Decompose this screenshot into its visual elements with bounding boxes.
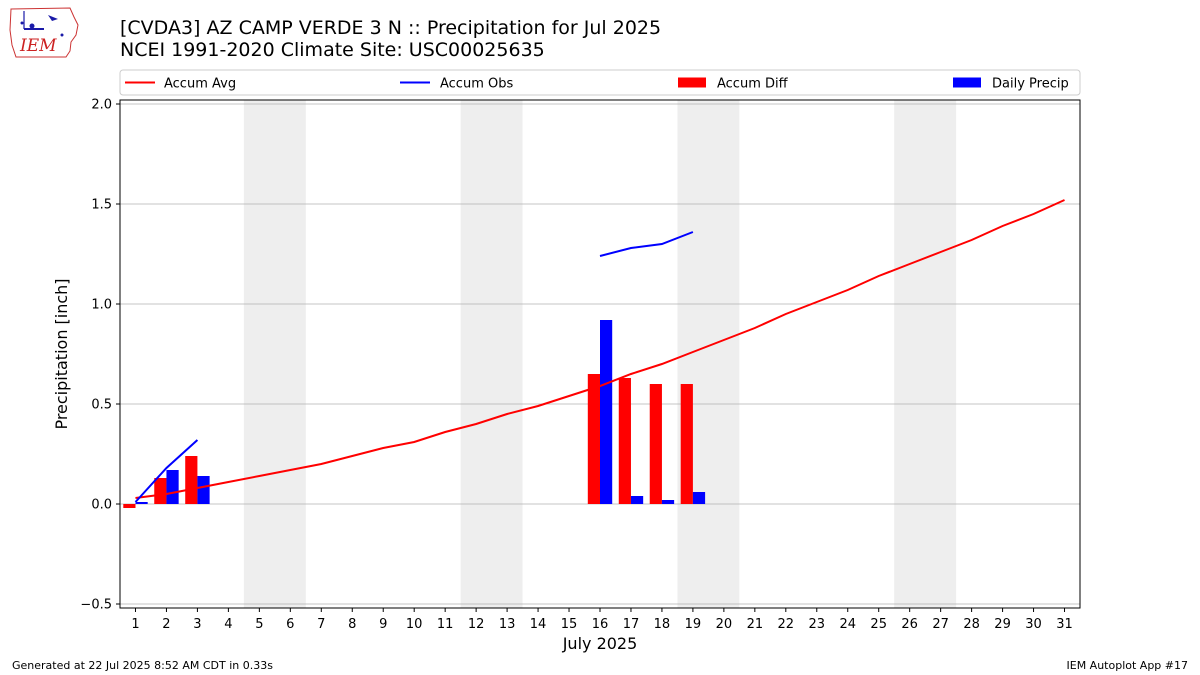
x-axis-label: July 2025 xyxy=(562,634,638,653)
x-tick-label: 25 xyxy=(870,617,887,632)
x-tick-label: 1 xyxy=(131,617,139,632)
y-tick-label: 1.0 xyxy=(91,298,112,313)
weekend-band xyxy=(894,100,957,608)
x-tick-label: 15 xyxy=(561,617,578,632)
legend-label: Accum Avg xyxy=(164,77,236,92)
daily-precip-bar xyxy=(135,502,148,504)
y-tick-label: 1.5 xyxy=(91,198,112,213)
logo-text: IEM xyxy=(19,36,57,56)
y-tick-label: −0.5 xyxy=(80,598,112,613)
x-tick-label: 21 xyxy=(747,617,764,632)
daily-precip-bar xyxy=(692,492,706,504)
x-tick-label: 29 xyxy=(994,617,1011,632)
daily-precip-bar xyxy=(166,470,179,504)
x-tick-label: 12 xyxy=(468,617,485,632)
x-tick-label: 31 xyxy=(1056,617,1073,632)
legend-label: Accum Obs xyxy=(440,77,513,92)
daily-precip-bar xyxy=(197,476,210,504)
daily-precip-bar xyxy=(661,500,675,504)
accum-diff-bar xyxy=(154,478,167,504)
accum-diff-bar xyxy=(185,456,198,504)
legend-box xyxy=(119,69,1081,96)
x-tick-label: 27 xyxy=(932,617,949,632)
x-tick-label: 28 xyxy=(963,617,980,632)
x-tick-label: 10 xyxy=(406,617,423,632)
x-tick-label: 4 xyxy=(224,617,232,632)
x-tick-label: 22 xyxy=(778,617,795,632)
accum-diff-bar xyxy=(649,384,662,504)
x-tick-label: 2 xyxy=(162,617,170,632)
daily-precip-bar xyxy=(600,320,613,504)
accum-diff-bar xyxy=(587,374,600,504)
x-tick-label: 18 xyxy=(654,617,671,632)
x-tick-label: 19 xyxy=(685,617,702,632)
y-axis-label: Precipitation [inch] xyxy=(52,278,71,429)
x-tick-label: 11 xyxy=(437,617,454,632)
y-tick-label: 0.0 xyxy=(91,498,112,513)
chart-title: [CVDA3] AZ CAMP VERDE 3 N :: Precipitati… xyxy=(120,17,662,39)
daily-precip-bar xyxy=(630,496,644,504)
x-tick-label: 6 xyxy=(286,617,294,632)
chart-subtitle: NCEI 1991-2020 Climate Site: USC00025635 xyxy=(120,39,545,61)
accum-obs-line xyxy=(599,231,694,257)
app-footer: IEM Autoplot App #17 xyxy=(1066,659,1189,672)
legend-label: Accum Diff xyxy=(717,77,789,92)
y-tick-label: 0.5 xyxy=(91,398,112,413)
accum-diff-bar xyxy=(680,384,693,504)
x-tick-label: 13 xyxy=(499,617,516,632)
x-tick-label: 5 xyxy=(255,617,263,632)
iem-logo: IEM xyxy=(8,5,82,61)
plot-frame xyxy=(119,99,1081,609)
generated-footer: Generated at 22 Jul 2025 8:52 AM CDT in … xyxy=(12,659,273,672)
x-tick-label: 30 xyxy=(1025,617,1042,632)
x-tick-label: 23 xyxy=(809,617,826,632)
legend-swatch xyxy=(678,77,706,88)
x-tick-label: 14 xyxy=(530,617,547,632)
weekend-band xyxy=(243,100,306,608)
legend-label: Daily Precip xyxy=(992,77,1069,92)
x-tick-label: 17 xyxy=(623,617,640,632)
accum-avg-line xyxy=(135,199,1065,499)
x-tick-label: 24 xyxy=(839,617,856,632)
accum-diff-bar xyxy=(123,504,136,508)
y-tick-label: 2.0 xyxy=(91,98,112,113)
accum-diff-bar xyxy=(618,378,631,504)
legend-swatch xyxy=(953,77,981,88)
x-tick-label: 26 xyxy=(901,617,918,632)
x-tick-label: 7 xyxy=(317,617,325,632)
x-tick-label: 20 xyxy=(716,617,733,632)
accum-obs-line xyxy=(134,439,199,503)
x-tick-label: 16 xyxy=(592,617,609,632)
weekend-band xyxy=(460,100,523,608)
x-tick-label: 9 xyxy=(379,617,387,632)
x-tick-label: 3 xyxy=(193,617,201,632)
x-tick-label: 8 xyxy=(348,617,356,632)
